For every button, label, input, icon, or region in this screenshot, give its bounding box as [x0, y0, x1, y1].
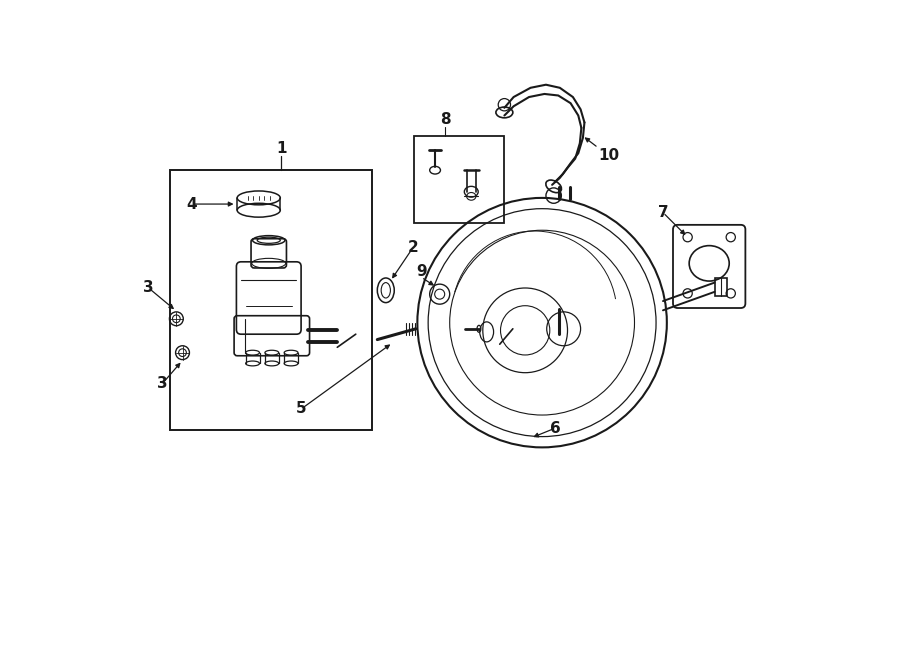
Bar [170, 170, 372, 430]
Text: 9: 9 [416, 264, 427, 278]
Text: 7: 7 [658, 205, 669, 220]
Text: 10: 10 [598, 148, 619, 163]
Text: 5: 5 [296, 401, 307, 416]
Text: 3: 3 [158, 376, 167, 391]
Bar [413, 136, 504, 223]
Text: 6: 6 [550, 420, 561, 436]
Text: 8: 8 [440, 112, 451, 127]
Text: 4: 4 [186, 196, 197, 212]
Text: 2: 2 [408, 241, 418, 255]
Text: 3: 3 [143, 280, 154, 295]
Text: 1: 1 [276, 141, 286, 156]
Bar [715, 278, 727, 297]
